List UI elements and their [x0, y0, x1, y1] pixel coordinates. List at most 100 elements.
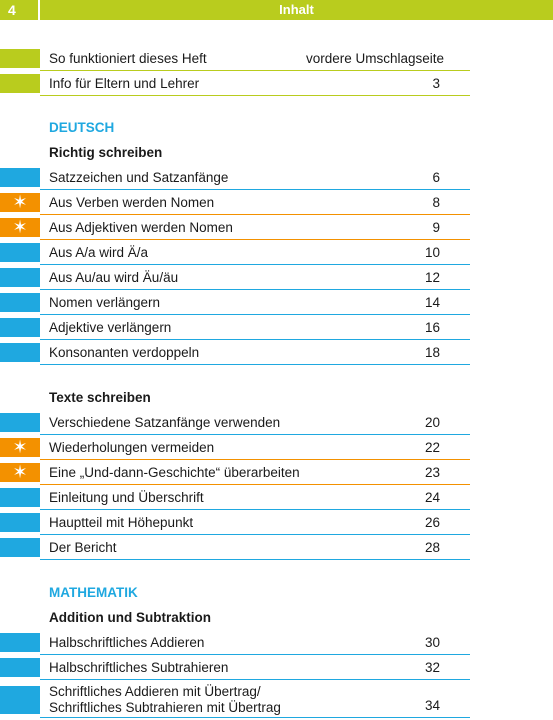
- row-divider: [40, 458, 470, 460]
- row-divider: [40, 716, 470, 718]
- toc-row-label: So funktioniert dieses Heft: [49, 51, 207, 66]
- orange-marker: ✶: [0, 438, 40, 457]
- blue-marker: [0, 658, 40, 677]
- toc-row-page: 24: [424, 490, 440, 505]
- toc-row[interactable]: Halbschriftliches Addieren 30: [0, 630, 470, 655]
- toc-row-label: Der Bericht: [49, 540, 117, 555]
- orange-marker: ✶: [0, 218, 40, 237]
- blue-marker: [0, 686, 40, 714]
- toc-row[interactable]: Aus A/a wird Ä/a 10: [0, 240, 470, 265]
- toc-row-page: 12: [424, 270, 440, 285]
- row-divider: [40, 313, 470, 315]
- toc-row-label: Nomen verlängern: [49, 295, 161, 310]
- orange-marker: ✶: [0, 193, 40, 212]
- toc-row-label-line-1: Schriftliches Addieren mit Übertrag/: [49, 684, 261, 699]
- toc-row[interactable]: Verschiedene Satzanfänge verwenden 20: [0, 410, 470, 435]
- toc-row[interactable]: Nomen verlängern 14: [0, 290, 470, 315]
- star-icon: ✶: [12, 217, 28, 237]
- blue-marker: [0, 168, 40, 187]
- toc-row-page: 8: [432, 195, 440, 210]
- toc-row-label: Konsonanten verdoppeln: [49, 345, 200, 360]
- section-heading-deutsch: DEUTSCH: [49, 120, 115, 135]
- toc-row[interactable]: Satzzeichen und Satzanfänge 6: [0, 165, 470, 190]
- toc-row-page: 9: [432, 220, 440, 235]
- toc-row-page: 28: [424, 540, 440, 555]
- blue-marker: [0, 343, 40, 362]
- toc-row-label: Wiederholungen vermeiden: [49, 440, 215, 455]
- toc-row-label: Aus A/a wird Ä/a: [49, 245, 149, 260]
- row-divider: [40, 238, 470, 240]
- toc-row-label: Satzzeichen und Satzanfänge: [49, 170, 229, 185]
- toc-row-label: Halbschriftliches Subtrahieren: [49, 660, 229, 675]
- toc-row-page: 6: [432, 170, 440, 185]
- row-divider: [40, 263, 470, 265]
- toc-row[interactable]: ✶ Aus Adjektiven werden Nomen 9: [0, 215, 470, 240]
- toc-row-page: 23: [424, 465, 440, 480]
- subsection-heading-richtig-schreiben: Richtig schreiben: [49, 145, 163, 160]
- row-divider: [40, 558, 470, 560]
- blue-marker: [0, 513, 40, 532]
- toc-row[interactable]: ✶ Eine „Und-dann-Geschichte“ überarbeite…: [0, 460, 470, 485]
- toc-row-page: 16: [424, 320, 440, 335]
- toc-row[interactable]: ✶ Aus Verben werden Nomen 8: [0, 190, 470, 215]
- section-heading-mathematik: MATHEMATIK: [49, 585, 138, 600]
- toc-row-label: Einleitung und Überschrift: [49, 490, 204, 505]
- page-title: Inhalt: [40, 0, 553, 20]
- blue-marker: [0, 318, 40, 337]
- toc-row[interactable]: Adjektive verlängern 16: [0, 315, 470, 340]
- row-divider: [40, 363, 470, 365]
- row-divider: [40, 653, 470, 655]
- toc-row-label-line-2: Schriftliches Subtrahieren mit Übertrag: [49, 700, 281, 715]
- toc-row-page: 18: [424, 345, 440, 360]
- row-divider: [40, 94, 470, 96]
- toc-row-label: Aus Adjektiven werden Nomen: [49, 220, 233, 235]
- row-divider: [40, 508, 470, 510]
- toc-row-page: 20: [424, 415, 440, 430]
- toc-row-page: vordere Umschlagseite: [305, 51, 444, 66]
- toc-row-intro-2[interactable]: Info für Eltern und Lehrer 3: [0, 71, 470, 96]
- toc-row-page: 30: [424, 635, 440, 650]
- star-icon: ✶: [12, 437, 28, 457]
- star-icon: ✶: [12, 462, 28, 482]
- blue-marker: [0, 633, 40, 652]
- row-divider: [40, 288, 470, 290]
- toc-row[interactable]: Hauptteil mit Höhepunkt 26: [0, 510, 470, 535]
- toc-row[interactable]: Schriftliches Addieren mit Übertrag/ Sch…: [0, 682, 470, 718]
- row-divider: [40, 678, 470, 680]
- row-divider: [40, 213, 470, 215]
- toc-row[interactable]: Konsonanten verdoppeln 18: [0, 340, 470, 365]
- toc-row[interactable]: Der Bericht 28: [0, 535, 470, 560]
- toc-row[interactable]: Aus Au/au wird Äu/äu 12: [0, 265, 470, 290]
- toc-row[interactable]: ✶ Wiederholungen vermeiden 22: [0, 435, 470, 460]
- toc-row-label: Aus Verben werden Nomen: [49, 195, 215, 210]
- toc-row-label: Eine „Und-dann-Geschichte“ überarbeiten: [49, 465, 300, 480]
- toc-row-label: Adjektive verlängern: [49, 320, 172, 335]
- green-marker: [0, 49, 40, 68]
- toc-row-label: Hauptteil mit Höhepunkt: [49, 515, 194, 530]
- toc-row[interactable]: Einleitung und Überschrift 24: [0, 485, 470, 510]
- toc-row-intro-1[interactable]: So funktioniert dieses Heft vordere Umsc…: [0, 46, 470, 71]
- row-divider: [40, 338, 470, 340]
- row-divider: [40, 433, 470, 435]
- blue-marker: [0, 413, 40, 432]
- toc-row-page: 22: [424, 440, 440, 455]
- orange-marker: ✶: [0, 463, 40, 482]
- toc-row-label: Verschiedene Satzanfänge verwenden: [49, 415, 281, 430]
- blue-marker: [0, 488, 40, 507]
- toc-row-label: Aus Au/au wird Äu/äu: [49, 270, 179, 285]
- subsection-heading-addition-subtraktion: Addition und Subtraktion: [49, 610, 211, 625]
- toc-row-label: Schriftliches Addieren mit Übertrag/ Sch…: [49, 684, 281, 716]
- blue-marker: [0, 538, 40, 557]
- blue-marker: [0, 293, 40, 312]
- subsection-heading-texte-schreiben: Texte schreiben: [49, 390, 151, 405]
- toc-row-page: 10: [424, 245, 440, 260]
- toc-row-label: Info für Eltern und Lehrer: [49, 76, 200, 91]
- toc-row-page: 3: [432, 76, 440, 91]
- page-number: 4: [0, 0, 38, 20]
- row-divider: [40, 69, 470, 71]
- row-divider: [40, 483, 470, 485]
- blue-marker: [0, 243, 40, 262]
- green-marker: [0, 74, 40, 93]
- toc-row[interactable]: Halbschriftliches Subtrahieren 32: [0, 655, 470, 680]
- toc-row-page: 32: [424, 660, 440, 675]
